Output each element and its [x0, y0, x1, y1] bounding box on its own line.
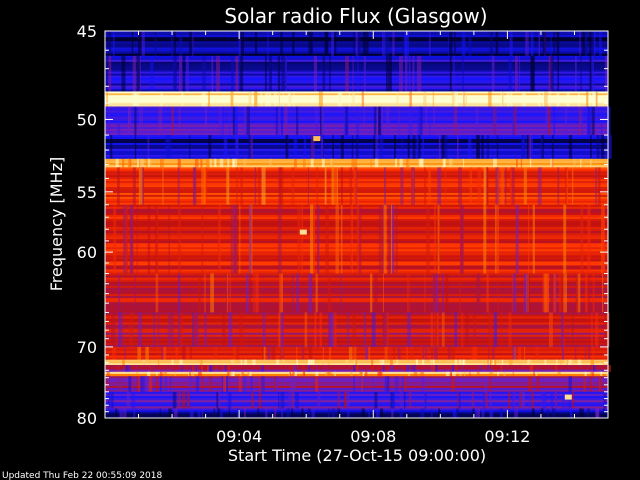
x-tick-label: 09:04: [216, 427, 262, 446]
intensity-band: [105, 371, 608, 377]
y-axis-label: Frequency [MHz]: [47, 157, 66, 291]
intensity-band: [105, 55, 609, 92]
y-axis: 45 50 55 60 70 80: [77, 22, 608, 428]
intensity-band: [105, 273, 608, 313]
intensity-band: [105, 359, 609, 366]
intensity-band: [105, 91, 608, 107]
updated-timestamp: Updated Thu Feb 22 00:55:09 2018: [2, 471, 163, 480]
intensity-band: [105, 204, 608, 274]
intensity-band: [105, 167, 608, 206]
x-axis: 09:04 09:08 09:12: [138, 31, 575, 446]
emission-spot: [564, 394, 572, 400]
intensity-band: [105, 365, 612, 373]
intensity-band: [105, 376, 608, 393]
intensity-band: [105, 346, 608, 360]
y-tick-label: 55: [77, 183, 97, 202]
intensity-band: [105, 158, 608, 168]
y-tick-label: 50: [77, 110, 97, 129]
chart-title: Solar radio Flux (Glasgow): [224, 4, 487, 28]
emission-spot: [299, 229, 307, 235]
intensity-band: [105, 408, 608, 419]
plot-area: [105, 31, 612, 419]
y-tick-label: 60: [77, 243, 97, 262]
intensity-band: [105, 106, 611, 136]
intensity-band: [105, 135, 612, 160]
plot-frame: [104, 30, 609, 419]
x-tick-label: 09:12: [484, 427, 530, 446]
y-tick-label: 80: [77, 409, 97, 428]
y-tick-label: 45: [77, 22, 97, 41]
x-axis-label: Start Time (27-Oct-15 09:00:00): [228, 446, 486, 465]
intensity-band: [105, 31, 608, 57]
x-tick-label: 09:08: [350, 427, 396, 446]
intensity-band: [105, 312, 610, 348]
y-tick-label: 70: [77, 338, 97, 357]
intensity-band: [105, 391, 608, 409]
emission-spot: [313, 136, 321, 142]
